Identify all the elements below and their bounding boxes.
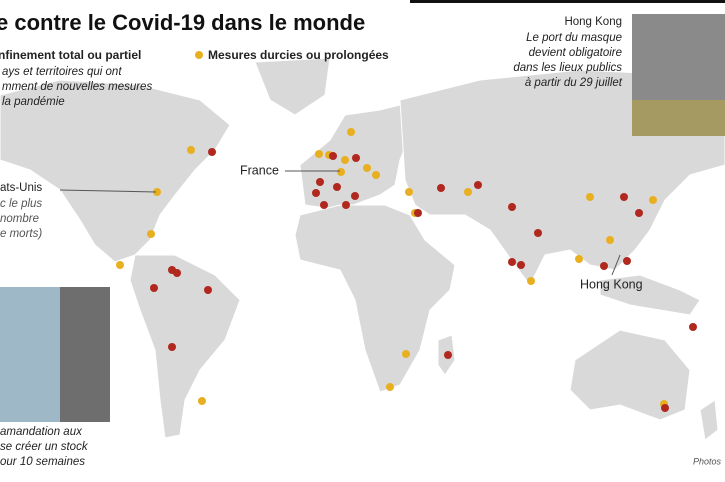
legend-note: la pandémie: [2, 96, 65, 108]
map-marker: [173, 269, 181, 277]
map-marker: [474, 181, 482, 189]
map-marker: [329, 152, 337, 160]
map-marker: [517, 261, 525, 269]
map-marker: [586, 193, 594, 201]
map-marker: [534, 229, 542, 237]
map-marker: [402, 350, 410, 358]
callout-text: c le plus: [0, 198, 42, 210]
map-label: Hong Kong: [580, 277, 643, 291]
map-marker: [153, 188, 161, 196]
legend-marker: [195, 51, 203, 59]
callout-place: ats-Unis: [0, 182, 42, 194]
callout-text: à partir du 29 juillet: [525, 77, 623, 89]
map-marker: [208, 148, 216, 156]
callout-text: our 10 semaines: [0, 456, 85, 468]
map-marker: [315, 150, 323, 158]
map-marker: [187, 146, 195, 154]
title: e contre le Covid-19 dans le monde: [0, 10, 365, 35]
map-marker: [620, 193, 628, 201]
callout-place: Hong Kong: [564, 16, 622, 28]
map-marker: [527, 277, 535, 285]
markers: [116, 128, 697, 412]
map-marker: [437, 184, 445, 192]
map-marker: [337, 168, 345, 176]
map-marker: [508, 203, 516, 211]
callout-text: se créer un stock: [0, 441, 89, 453]
callout-text: nombre: [0, 213, 39, 225]
map-marker: [312, 189, 320, 197]
map-marker: [464, 188, 472, 196]
map-marker: [341, 156, 349, 164]
map-marker: [333, 183, 341, 191]
map-marker: [508, 258, 516, 266]
map-marker: [316, 178, 324, 186]
callout-text: Le port du masque: [526, 32, 622, 44]
leader-line: [611, 254, 621, 276]
map-marker: [444, 351, 452, 359]
legend-note: ays et territoires qui ont: [2, 66, 122, 78]
callout-text: devient obligatoire: [529, 47, 622, 59]
map-marker: [320, 201, 328, 209]
map-marker: [635, 209, 643, 217]
map-marker: [147, 230, 155, 238]
land: [0, 57, 725, 441]
map-marker: [168, 343, 176, 351]
map-marker: [150, 284, 158, 292]
legend-label: Mesures durcies ou prolongées: [208, 48, 389, 62]
legend-label: nfinement total ou partiel: [0, 48, 141, 62]
map-marker: [352, 154, 360, 162]
callout-text: amandation aux: [0, 426, 83, 438]
map-marker: [623, 257, 631, 265]
map-marker: [386, 383, 394, 391]
map-marker: [661, 404, 669, 412]
map-marker: [689, 323, 697, 331]
credit: Photos: [693, 456, 722, 466]
map-marker: [649, 196, 657, 204]
callout-text: e morts): [0, 228, 42, 240]
callout-text: dans les lieux publics: [513, 62, 622, 74]
leader-line: [59, 189, 157, 193]
map-marker: [575, 255, 583, 263]
map-marker: [351, 192, 359, 200]
map-marker: [116, 261, 124, 269]
map-marker: [363, 164, 371, 172]
map-marker: [342, 201, 350, 209]
map-marker: [414, 209, 422, 217]
map-marker: [372, 171, 380, 179]
map-marker: [606, 236, 614, 244]
map-marker: [347, 128, 355, 136]
map-marker: [204, 286, 212, 294]
map-marker: [600, 262, 608, 270]
photo-bottle: [60, 287, 110, 422]
top-bar: [410, 0, 725, 3]
map-label: France: [240, 163, 279, 177]
legend-note: mment de nouvelles mesures: [2, 81, 152, 93]
photo-detail: [632, 100, 725, 136]
map-marker: [198, 397, 206, 405]
map-marker: [405, 188, 413, 196]
